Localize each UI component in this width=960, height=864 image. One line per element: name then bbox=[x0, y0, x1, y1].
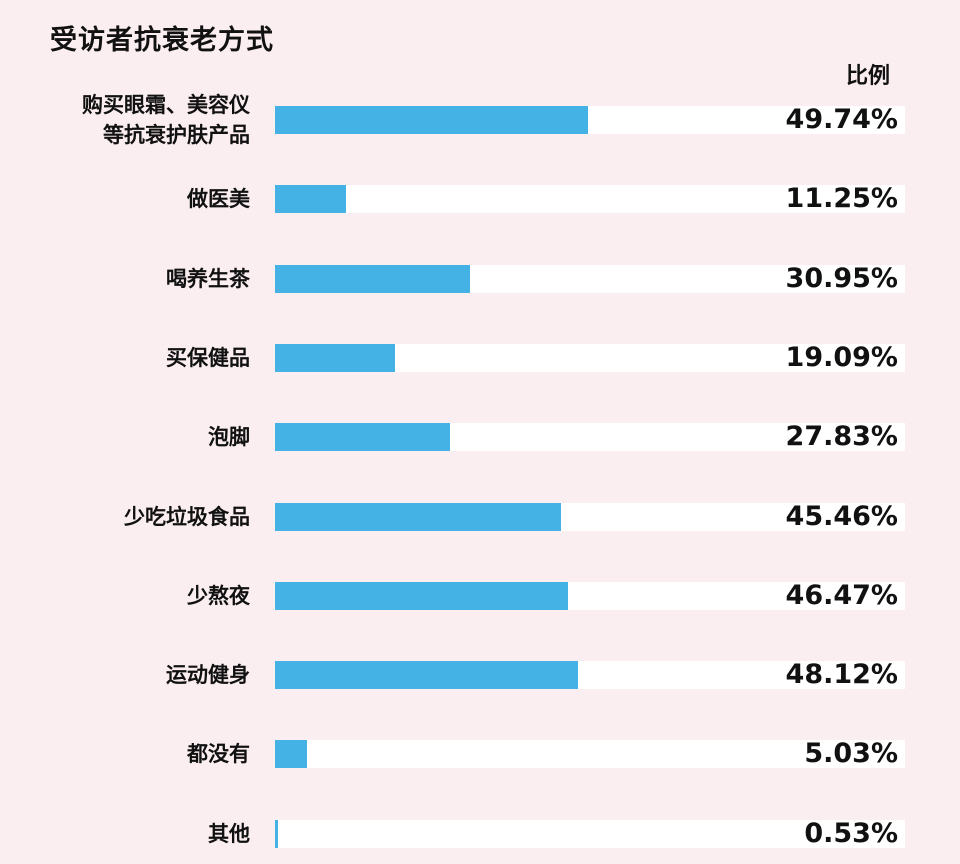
bar-track bbox=[275, 264, 905, 293]
bar bbox=[275, 661, 579, 690]
value-label: 49.74% bbox=[785, 104, 898, 135]
value-column-header: 比例 bbox=[845, 64, 890, 89]
category-label: 买保健品 bbox=[166, 345, 250, 370]
bar bbox=[275, 740, 307, 769]
bar bbox=[275, 819, 279, 848]
bar-row: 泡脚 27.83% bbox=[0, 407, 960, 467]
bar-row: 做医美 11.25% bbox=[0, 169, 960, 229]
bar-row: 购买眼霜、美容仪 等抗衰护肤产品 49.74% bbox=[0, 90, 960, 150]
category-label: 少吃垃圾食品 bbox=[124, 504, 250, 529]
bar-row: 喝养生茶 30.95% bbox=[0, 249, 960, 309]
value-label: 19.09% bbox=[785, 341, 898, 373]
category-label: 喝养生茶 bbox=[166, 266, 250, 291]
bar-row: 其他 0.53% bbox=[0, 804, 960, 864]
value-label: 5.03% bbox=[804, 738, 898, 770]
category-label: 其他 bbox=[208, 821, 250, 846]
bar-track bbox=[275, 343, 905, 372]
bar-track bbox=[275, 185, 905, 214]
bar-row: 运动健身 48.12% bbox=[0, 645, 960, 705]
value-label: 27.83% bbox=[785, 421, 898, 453]
bar bbox=[275, 423, 451, 452]
bar-row: 买保健品 19.09% bbox=[0, 328, 960, 388]
value-label: 11.25% bbox=[785, 183, 898, 215]
bar bbox=[275, 502, 562, 531]
bar-track bbox=[275, 740, 905, 769]
bar-track bbox=[275, 502, 905, 531]
value-label: 0.53% bbox=[804, 817, 898, 849]
bar bbox=[275, 185, 346, 214]
bar-row: 都没有 5.03% bbox=[0, 724, 960, 784]
value-label: 46.47% bbox=[785, 579, 898, 611]
category-label: 泡脚 bbox=[208, 425, 250, 450]
bar bbox=[275, 581, 568, 610]
category-label: 少熬夜 bbox=[187, 583, 250, 608]
value-label: 30.95% bbox=[785, 262, 898, 294]
bar-track bbox=[275, 106, 905, 134]
bar-row: 少熬夜 46.47% bbox=[0, 566, 960, 626]
category-label: 做医美 bbox=[187, 187, 250, 212]
bar-track bbox=[275, 423, 905, 452]
chart-title: 受访者抗衰老方式 bbox=[50, 25, 274, 56]
value-label: 48.12% bbox=[785, 659, 898, 691]
bar bbox=[275, 106, 589, 134]
category-label: 都没有 bbox=[187, 742, 250, 767]
bar-row: 少吃垃圾食品 45.46% bbox=[0, 487, 960, 547]
bar bbox=[275, 343, 396, 372]
bar-track bbox=[275, 581, 905, 610]
category-label: 购买眼霜、美容仪 等抗衰护肤产品 bbox=[82, 93, 250, 147]
bar-track bbox=[275, 661, 905, 690]
category-label: 运动健身 bbox=[166, 663, 250, 688]
bar bbox=[275, 264, 470, 293]
value-label: 45.46% bbox=[785, 500, 898, 532]
bar-track bbox=[275, 819, 905, 848]
